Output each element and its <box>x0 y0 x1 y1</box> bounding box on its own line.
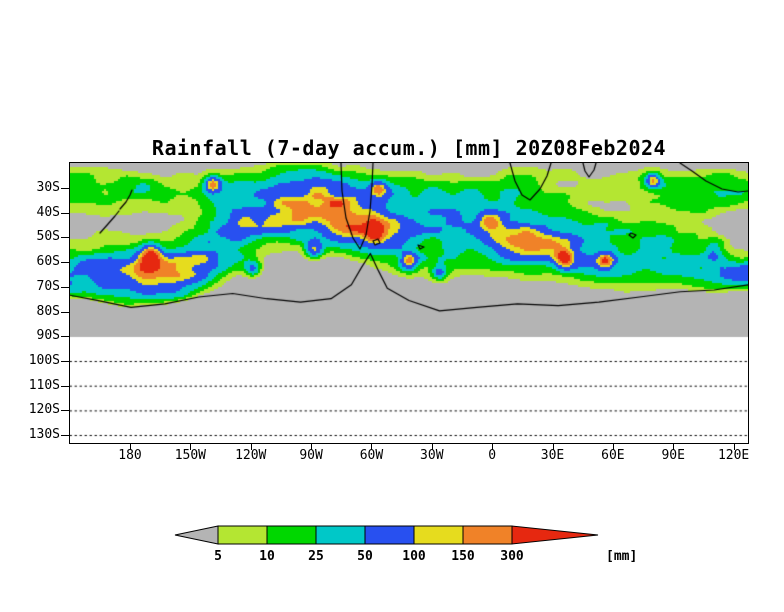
y-tick-label: 130S <box>28 427 60 442</box>
x-tick-mark <box>371 443 372 450</box>
x-tick-mark <box>130 443 131 450</box>
y-tick-label: 80S <box>36 303 60 319</box>
colorbar-tick-label: 50 <box>357 549 373 564</box>
y-tick-mark <box>61 386 69 387</box>
y-tick-mark <box>61 410 69 411</box>
x-tick-label: 30E <box>540 448 565 463</box>
y-tick-mark <box>61 435 69 436</box>
plot-title: Rainfall (7-day accum.) [mm] 20Z08Feb202… <box>151 136 667 160</box>
x-tick-label: 180 <box>118 448 142 463</box>
colorbar-tick-label: 150 <box>451 549 475 564</box>
y-tick-mark <box>61 213 69 214</box>
colorbar-segment <box>217 525 268 545</box>
x-tick-label: 120E <box>717 448 750 463</box>
colorbar <box>174 525 599 545</box>
y-tick-mark <box>61 312 69 313</box>
colorbar-unit-label: [mm] <box>606 549 638 564</box>
x-tick-label: 0 <box>488 448 497 463</box>
x-tick-label: 90W <box>299 448 323 463</box>
x-tick-label: 150W <box>174 448 207 463</box>
map-frame <box>69 162 749 444</box>
y-tick-mark <box>61 287 69 288</box>
y-tick-label: 100S <box>28 352 60 368</box>
x-tick-mark <box>432 443 433 450</box>
colorbar-over-arrow <box>511 525 599 545</box>
colorbar-segment <box>315 525 366 545</box>
rainfall-map-canvas <box>70 163 748 443</box>
y-tick-mark <box>61 262 69 263</box>
colorbar-tick-label: 25 <box>308 549 324 564</box>
y-tick-mark <box>61 336 69 337</box>
x-tick-mark <box>190 443 191 450</box>
x-tick-mark <box>492 443 493 450</box>
x-tick-label: 60W <box>359 448 384 463</box>
x-tick-mark <box>251 443 252 450</box>
colorbar-segment <box>462 525 513 545</box>
y-tick-label: 90S <box>36 328 60 344</box>
colorbar-tick-label: 300 <box>500 549 524 564</box>
x-tick-label: 30W <box>420 448 444 463</box>
colorbar-segment <box>266 525 317 545</box>
y-tick-label: 50S <box>36 229 60 245</box>
colorbar-segment <box>413 525 464 545</box>
x-tick-mark <box>553 443 554 450</box>
x-tick-mark <box>673 443 674 450</box>
y-tick-label: 40S <box>36 204 60 220</box>
y-tick-mark <box>61 361 69 362</box>
x-tick-mark <box>613 443 614 450</box>
y-tick-label: 120S <box>28 402 60 418</box>
x-tick-label: 120W <box>235 448 267 463</box>
y-tick-mark <box>61 188 69 189</box>
y-tick-mark <box>61 237 69 238</box>
x-tick-label: 60E <box>601 448 625 463</box>
x-tick-mark <box>311 443 312 450</box>
y-tick-label: 60S <box>36 254 60 270</box>
y-tick-label: 110S <box>28 377 60 393</box>
colorbar-tick-label: 10 <box>259 549 275 564</box>
colorbar-under-arrow <box>174 525 219 545</box>
x-tick-mark <box>734 443 735 450</box>
x-tick-label: 90E <box>661 448 685 463</box>
y-tick-label: 30S <box>36 180 60 195</box>
y-tick-label: 70S <box>36 278 60 294</box>
colorbar-tick-label: 5 <box>214 549 222 564</box>
colorbar-segment <box>364 525 415 545</box>
colorbar-tick-label: 100 <box>402 549 426 564</box>
